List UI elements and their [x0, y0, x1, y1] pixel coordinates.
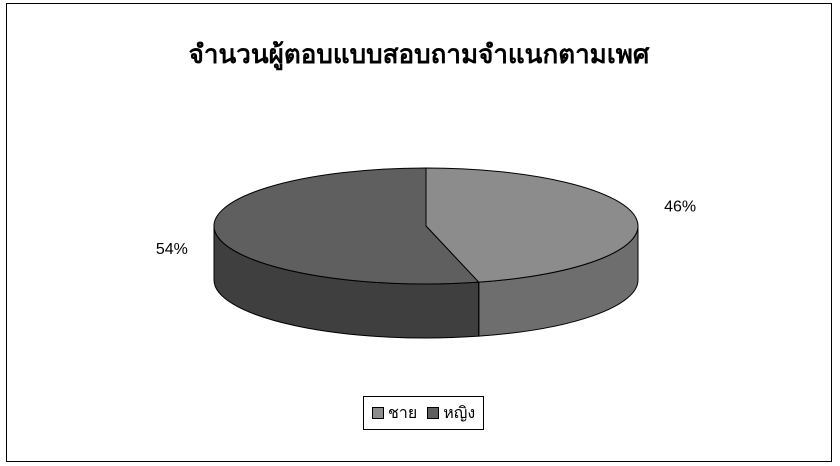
data-label-0: 46%	[664, 199, 696, 216]
legend-swatch-female	[427, 407, 440, 419]
pie-slice-1	[213, 167, 480, 285]
legend-item-female: หญิง	[427, 401, 475, 426]
legend-item-male: ชาย	[372, 401, 417, 426]
chart-legend: ชาย หญิง	[363, 396, 485, 430]
pie-chart: 46% 54%	[156, 167, 696, 339]
data-label-1: 54%	[156, 241, 188, 258]
legend-label-female: หญิง	[443, 402, 476, 422]
pie-slice-0	[425, 167, 639, 283]
legend-label-male: ชาย	[388, 402, 418, 422]
chart-area: จำนวนผู้ตอบแบบสอบถามจำแนกตามเพศ 46% 54% ช…	[6, 3, 832, 462]
chart-title: จำนวนผู้ตอบแบบสอบถามจำแนกตามเพศ	[188, 40, 650, 70]
legend-swatch-male	[372, 407, 384, 419]
